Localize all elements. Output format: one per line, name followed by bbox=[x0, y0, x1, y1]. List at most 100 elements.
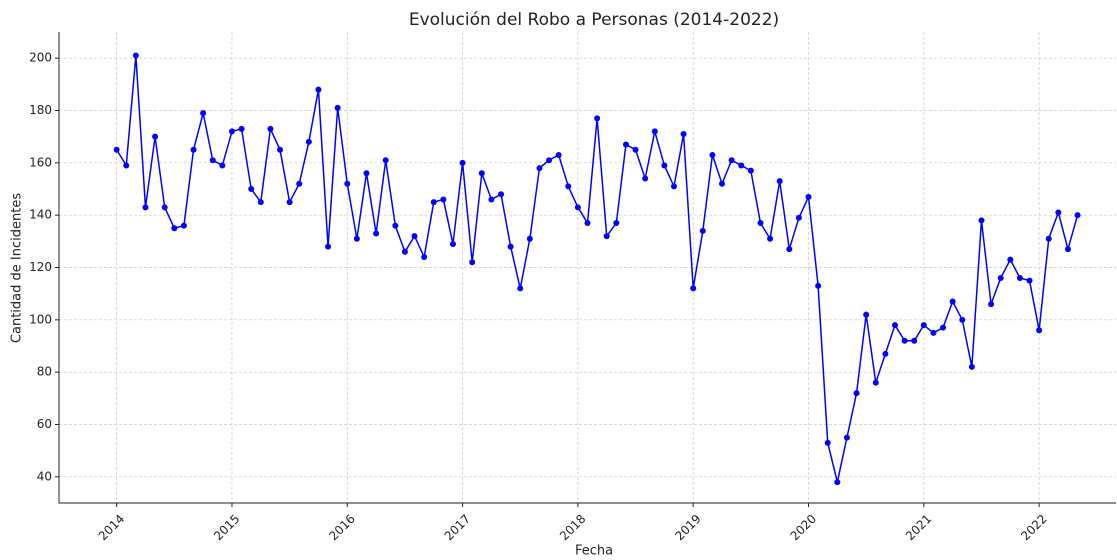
data-point bbox=[219, 162, 226, 169]
data-point bbox=[1016, 274, 1023, 281]
data-point bbox=[286, 199, 293, 206]
data-point bbox=[738, 162, 745, 169]
y-tick-label: 60 bbox=[37, 417, 52, 431]
data-point bbox=[805, 193, 812, 200]
data-point bbox=[1026, 277, 1033, 284]
data-point bbox=[872, 379, 879, 386]
data-point bbox=[248, 186, 255, 192]
data-point bbox=[757, 220, 764, 227]
data-point bbox=[171, 225, 178, 232]
data-point bbox=[440, 196, 447, 203]
data-point bbox=[507, 243, 514, 250]
data-point bbox=[853, 390, 860, 397]
data-point bbox=[142, 204, 149, 211]
data-point bbox=[517, 285, 524, 292]
y-axis-label: Cantidad de Incidentes bbox=[10, 193, 25, 343]
data-point bbox=[1007, 256, 1014, 263]
data-point bbox=[1045, 235, 1052, 242]
y-tick-label: 180 bbox=[29, 103, 52, 117]
data-point bbox=[767, 235, 774, 242]
data-point bbox=[920, 322, 927, 329]
chart-title: Evolución del Robo a Personas (2014-2022… bbox=[409, 10, 779, 30]
data-point bbox=[642, 175, 649, 182]
x-tick-label: 2014 bbox=[96, 512, 127, 543]
y-tick-label: 140 bbox=[29, 208, 52, 222]
data-point bbox=[997, 274, 1004, 281]
data-point bbox=[978, 217, 985, 224]
data-point bbox=[161, 204, 168, 211]
data-point bbox=[296, 180, 303, 187]
x-tick-label: 2016 bbox=[326, 512, 357, 543]
data-point bbox=[305, 138, 312, 145]
data-point bbox=[392, 222, 399, 229]
x-axis-label: Fecha bbox=[575, 544, 613, 559]
data-point bbox=[373, 230, 380, 237]
data-point bbox=[968, 363, 975, 370]
y-tick-label: 100 bbox=[29, 312, 52, 326]
data-point bbox=[430, 199, 437, 206]
axis-frame bbox=[58, 32, 1116, 504]
data-point bbox=[613, 220, 620, 227]
data-point bbox=[815, 282, 822, 289]
data-point bbox=[536, 165, 543, 172]
data-point bbox=[776, 178, 783, 185]
x-tick-label: 2022 bbox=[1018, 512, 1049, 543]
data-point bbox=[555, 151, 562, 158]
data-point bbox=[325, 243, 332, 250]
data-point bbox=[344, 180, 351, 187]
y-tick-label: 120 bbox=[29, 260, 52, 274]
x-tick-label: 2020 bbox=[788, 512, 819, 543]
data-point bbox=[190, 146, 197, 153]
data-point bbox=[257, 199, 264, 206]
data-point bbox=[1064, 246, 1071, 253]
data-point bbox=[526, 235, 533, 242]
x-tick-label: 2019 bbox=[672, 512, 703, 543]
x-tick-label: 2018 bbox=[557, 512, 588, 543]
data-point bbox=[123, 162, 130, 169]
data-point bbox=[680, 131, 687, 138]
data-point bbox=[834, 479, 841, 486]
data-point bbox=[132, 52, 139, 59]
x-tick-label: 2015 bbox=[211, 512, 242, 543]
data-point bbox=[1036, 327, 1043, 334]
data-point bbox=[459, 159, 466, 166]
y-tick-label: 200 bbox=[29, 51, 52, 65]
data-point bbox=[728, 157, 735, 164]
data-point bbox=[449, 240, 456, 247]
data-point bbox=[603, 233, 610, 240]
data-point bbox=[200, 110, 207, 117]
data-point bbox=[940, 324, 947, 331]
data-point bbox=[911, 337, 918, 344]
data-point bbox=[622, 141, 629, 148]
y-tick-label: 40 bbox=[37, 469, 52, 483]
data-point bbox=[661, 162, 668, 169]
data-point bbox=[584, 220, 591, 227]
data-point bbox=[180, 222, 187, 229]
data-point bbox=[719, 180, 726, 187]
data-point bbox=[113, 146, 120, 153]
data-point bbox=[546, 157, 553, 164]
data-point bbox=[690, 285, 697, 292]
data-point bbox=[786, 246, 793, 253]
data-point bbox=[747, 167, 754, 174]
data-point bbox=[594, 115, 601, 122]
data-point bbox=[565, 183, 572, 190]
data-point bbox=[478, 170, 485, 177]
data-point bbox=[824, 439, 831, 446]
data-point bbox=[632, 146, 639, 153]
x-tick-label: 2021 bbox=[903, 512, 934, 543]
x-tick-label: 2017 bbox=[442, 512, 473, 543]
data-point bbox=[930, 329, 937, 336]
data-point bbox=[382, 157, 389, 164]
data-point bbox=[699, 227, 706, 234]
data-point bbox=[709, 151, 716, 158]
data-point bbox=[863, 311, 870, 318]
data-point bbox=[959, 316, 966, 323]
data-point bbox=[1055, 209, 1062, 216]
data-point bbox=[488, 196, 495, 203]
data-point bbox=[401, 248, 408, 255]
data-point bbox=[152, 133, 159, 140]
data-point bbox=[363, 170, 370, 177]
data-point bbox=[267, 125, 274, 132]
data-point bbox=[1074, 212, 1081, 219]
